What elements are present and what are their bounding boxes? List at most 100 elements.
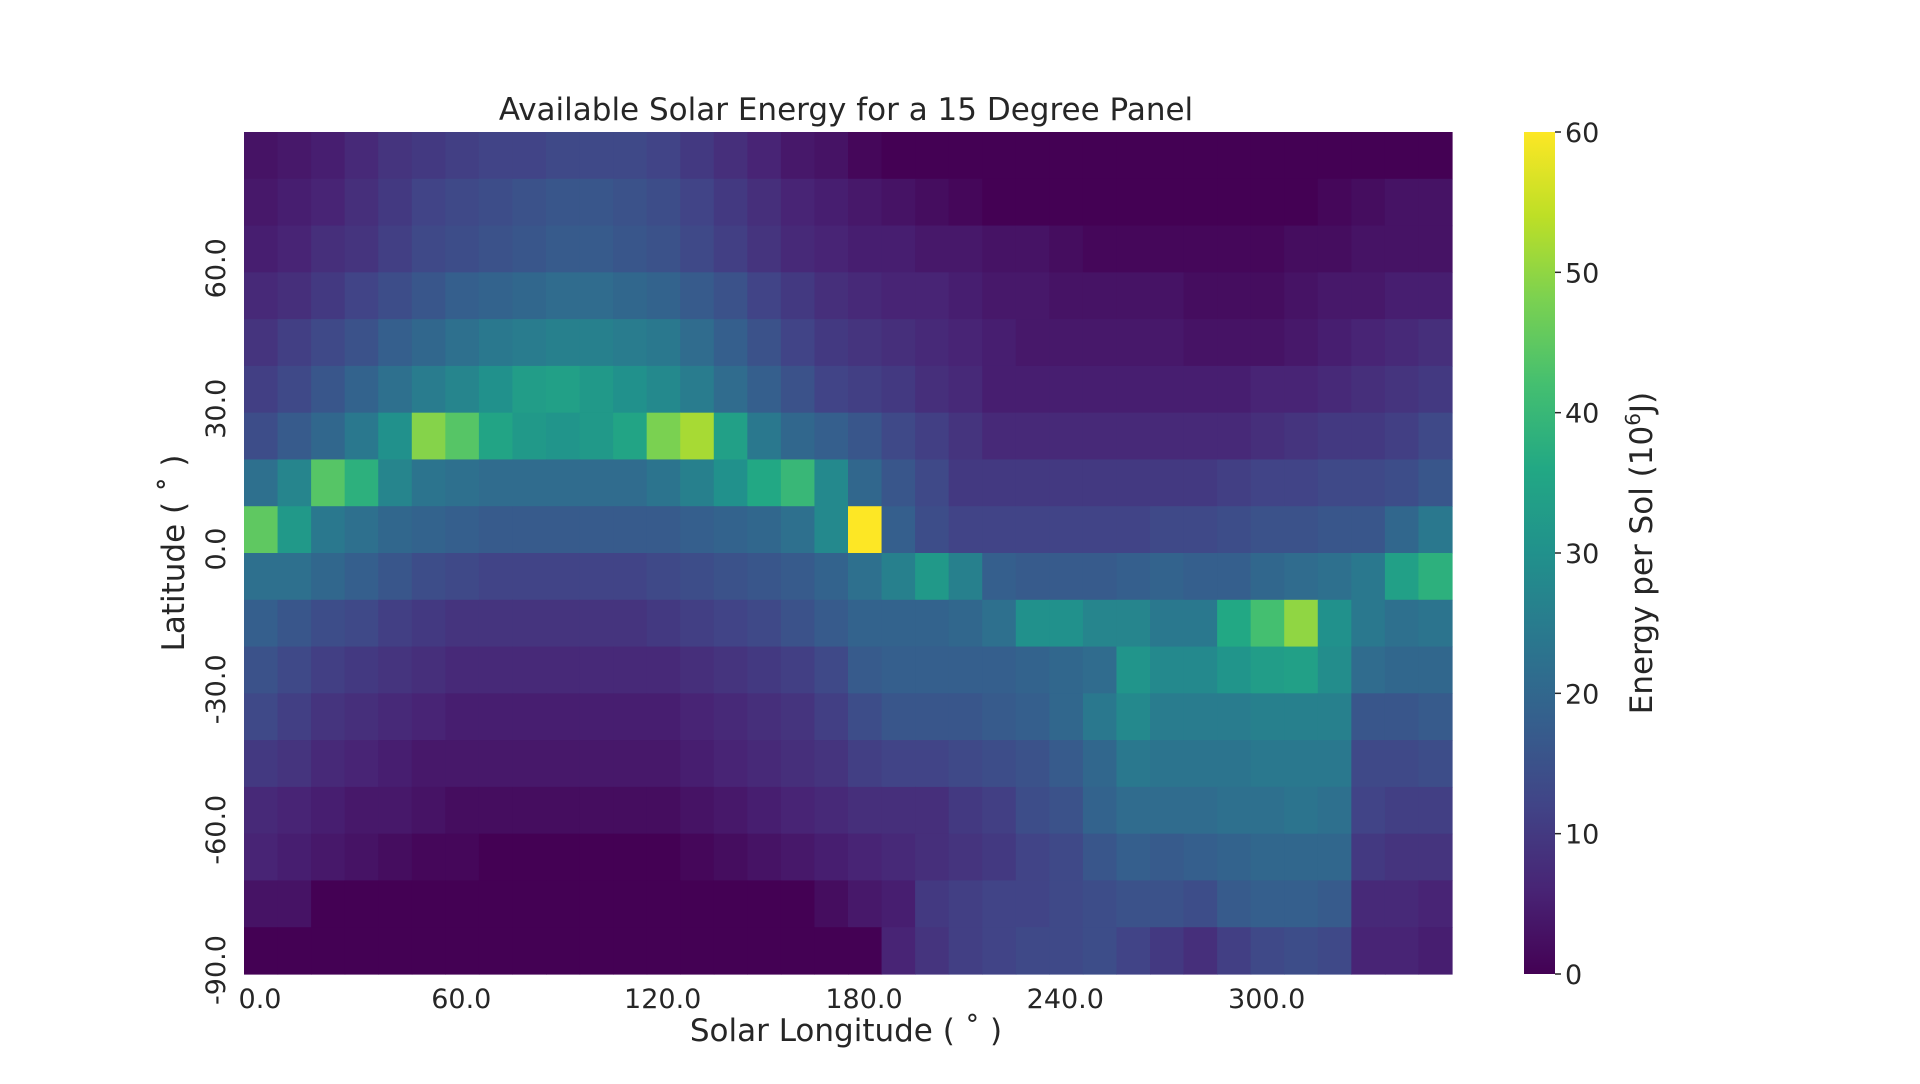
heatmap-cell (780, 927, 816, 975)
heatmap-cell (277, 599, 312, 648)
heatmap-cell (244, 319, 279, 367)
heatmap-cell (378, 225, 413, 273)
heatmap-cell (1183, 506, 1218, 554)
heatmap-cell (1351, 646, 1386, 694)
heatmap-cell (512, 132, 547, 180)
heatmap-cell (1116, 506, 1151, 554)
heatmap-cell (1418, 833, 1453, 882)
heatmap-cell (1116, 786, 1151, 835)
heatmap-cell (1015, 927, 1050, 975)
heatmap-cell (1150, 693, 1185, 741)
heatmap-cell (1418, 506, 1453, 554)
heatmap-cell (646, 599, 681, 648)
heatmap-cell (680, 225, 715, 273)
heatmap-cell (915, 927, 950, 975)
heatmap-cell (915, 833, 950, 882)
heatmap-cell (747, 225, 782, 273)
heatmap-cell (512, 786, 547, 835)
heatmap-cell (311, 833, 346, 882)
heatmap-cell (378, 412, 413, 461)
heatmap-cell (1150, 833, 1185, 882)
heatmap-cell (780, 786, 816, 835)
heatmap-cell (1384, 740, 1420, 788)
heatmap-cell (411, 833, 446, 882)
heatmap-cell (1217, 786, 1252, 835)
heatmap-cell (1317, 927, 1352, 975)
heatmap-cell (1082, 927, 1118, 975)
heatmap-cell (680, 132, 715, 180)
heatmap-cell (1015, 272, 1050, 320)
heatmap-cell (948, 599, 983, 648)
heatmap-cell (1217, 740, 1252, 788)
heatmap-cell (1015, 646, 1050, 694)
y-tick-label: 0.0 (201, 528, 232, 571)
heatmap-cell (1317, 272, 1352, 320)
heatmap-cell (613, 365, 648, 414)
heatmap-cell (982, 927, 1017, 975)
heatmap-cell (344, 927, 379, 975)
heatmap-cell (982, 880, 1017, 928)
heatmap-cell (780, 599, 816, 648)
heatmap-cell (277, 927, 312, 975)
heatmap-cell (1250, 646, 1285, 694)
heatmap-cell (814, 553, 849, 601)
heatmap-cell (378, 553, 413, 601)
heatmap-cell (512, 459, 547, 507)
heatmap-cell (680, 412, 715, 461)
heatmap-cell (1082, 132, 1118, 180)
heatmap-cell (713, 833, 748, 882)
heatmap-cell (277, 646, 312, 694)
heatmap-cell (1384, 693, 1420, 741)
heatmap-cell (1317, 412, 1352, 461)
heatmap-cell (1082, 272, 1118, 320)
heatmap-cell (546, 927, 581, 975)
heatmap-cell (546, 365, 581, 414)
heatmap-cell (411, 693, 446, 741)
heatmap-cell (915, 178, 950, 227)
heatmap-cell (881, 272, 916, 320)
heatmap-cell (1015, 553, 1050, 601)
heatmap-cell (1317, 506, 1352, 554)
heatmap-cell (445, 272, 480, 320)
heatmap-cell (1250, 365, 1285, 414)
heatmap-cell (881, 365, 916, 414)
heatmap-cell (277, 319, 312, 367)
heatmap-cell (1150, 365, 1185, 414)
heatmap-cell (646, 365, 681, 414)
heatmap-cell (1150, 740, 1185, 788)
heatmap-cell (1284, 272, 1319, 320)
heatmap-cell (378, 599, 413, 648)
heatmap-cell (848, 225, 883, 273)
heatmap-cell (1217, 927, 1252, 975)
heatmap-cell (713, 646, 748, 694)
heatmap-cell (1384, 459, 1420, 507)
heatmap-cell (445, 553, 480, 601)
heatmap-cell (1351, 412, 1386, 461)
heatmap-cell (344, 880, 379, 928)
colorbar-tick-label: 10 (1565, 820, 1599, 851)
heatmap-cell (1049, 646, 1084, 694)
x-axis-label: Solar Longitude ( ˚ ) (690, 1013, 1002, 1049)
heatmap-cell (1049, 833, 1084, 882)
heatmap-cell (378, 693, 413, 741)
heatmap-cell (680, 880, 715, 928)
heatmap-cell (1217, 365, 1252, 414)
heatmap-cell (1317, 132, 1352, 180)
heatmap-cell (881, 178, 916, 227)
heatmap-cell (1317, 646, 1352, 694)
heatmap-cell (613, 412, 648, 461)
heatmap-cell (478, 880, 514, 928)
heatmap-cell (747, 693, 782, 741)
heatmap-cell (982, 786, 1017, 835)
heatmap-cell (982, 553, 1017, 601)
heatmap-cell (1116, 459, 1151, 507)
heatmap-cell (411, 365, 446, 414)
heatmap-cell (780, 272, 816, 320)
heatmap-cell (848, 833, 883, 882)
heatmap-cell (747, 272, 782, 320)
heatmap-cell (512, 178, 547, 227)
heatmap-cell (646, 132, 681, 180)
heatmap-cell (378, 646, 413, 694)
heatmap-cell (1049, 225, 1084, 273)
heatmap-cell (848, 646, 883, 694)
